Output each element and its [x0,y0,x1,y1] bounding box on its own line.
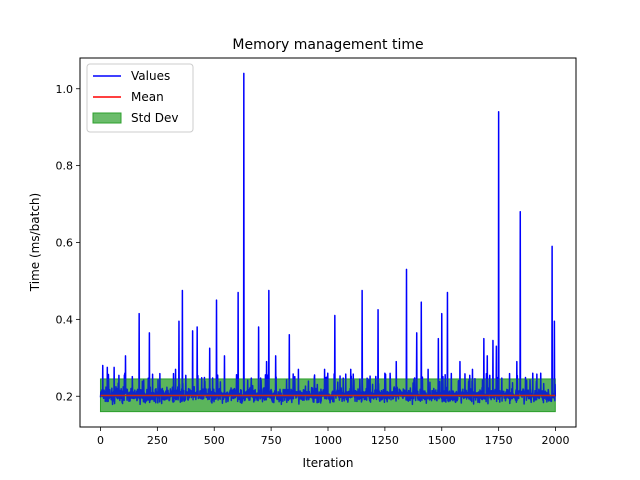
x-tick-label: 500 [204,434,225,447]
y-tick-label: 0.2 [56,390,74,403]
y-tick-label: 1.0 [56,83,74,96]
x-tick-label: 750 [261,434,282,447]
plot-area [99,72,557,413]
legend-values-label: Values [131,69,170,83]
x-tick-label: 1250 [371,434,399,447]
x-tick-label: 250 [147,434,168,447]
legend-std-label: Std Dev [131,111,178,125]
y-tick-label: 0.4 [56,313,74,326]
y-tick-label: 0.8 [56,160,74,173]
x-tick-label: 1000 [314,434,342,447]
x-tick-label: 0 [97,434,104,447]
x-tick-label: 2000 [542,434,570,447]
std-dev-band-overlay [100,378,556,412]
y-axis-label: Time (ms/batch) [28,193,42,292]
legend: Values Mean Std Dev [86,63,194,133]
x-axis-label: Iteration [303,456,354,470]
x-tick-label: 1750 [485,434,513,447]
legend-std-swatch [92,112,122,124]
y-axis: 0.2 0.4 0.6 0.8 1.0 [56,83,80,403]
x-axis: 0 250 500 750 1000 1250 1500 1750 2000 [97,427,570,447]
x-tick-label: 1500 [428,434,456,447]
y-tick-label: 0.6 [56,237,74,250]
chart-title: Memory management time [232,37,423,53]
legend-mean-label: Mean [131,90,164,104]
